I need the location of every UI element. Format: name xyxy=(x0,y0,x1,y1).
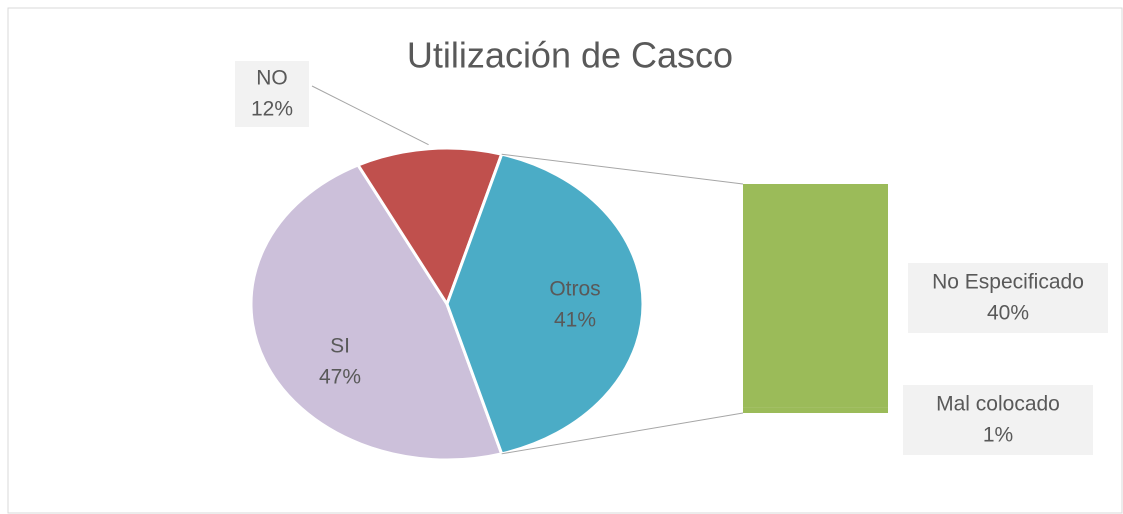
data-label-name: No Especificado xyxy=(932,271,1084,294)
pie-slice xyxy=(249,163,504,462)
leader-line xyxy=(311,85,429,146)
label-box xyxy=(235,61,309,127)
data-label-value: 1% xyxy=(983,424,1013,447)
bar-segment xyxy=(743,184,888,408)
connector-line xyxy=(501,412,744,455)
chart-title: Utilización de Casco xyxy=(407,35,733,76)
label-box xyxy=(908,263,1108,333)
bar-segment xyxy=(743,407,888,413)
data-label-value: 41% xyxy=(554,309,596,332)
data-label-value: 47% xyxy=(319,366,361,389)
label-box xyxy=(903,385,1093,455)
label-box xyxy=(538,272,612,338)
data-label-value: 12% xyxy=(251,98,293,121)
data-label-name: Otros xyxy=(549,278,600,301)
connector-line xyxy=(501,153,744,185)
data-label-name: NO xyxy=(256,67,288,90)
data-label-value: 40% xyxy=(987,302,1029,325)
data-label-name: SI xyxy=(330,335,350,358)
pie-slice xyxy=(355,146,504,308)
data-label-name: Mal colocado xyxy=(936,393,1060,416)
